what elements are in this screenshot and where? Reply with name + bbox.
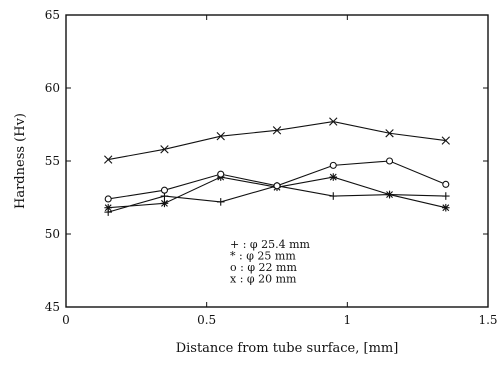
data-point-cross bbox=[441, 136, 450, 145]
data-point-circle bbox=[104, 195, 112, 203]
data-point-circle bbox=[273, 182, 281, 190]
x-tick-label: 1 bbox=[344, 313, 352, 327]
legend-entry: * : φ 25 mm bbox=[230, 250, 296, 263]
legend: + : φ 25.4 mm* : φ 25 mmo : φ 22 mmx : φ… bbox=[230, 238, 311, 286]
x-axis-label: Distance from tube surface, [mm] bbox=[176, 341, 399, 356]
x-tick-label: 1.5 bbox=[478, 313, 497, 327]
legend-entry: x : φ 20 mm bbox=[230, 273, 297, 286]
data-point-asterisk bbox=[104, 203, 112, 212]
data-point-cross bbox=[329, 117, 338, 126]
data-point-cross bbox=[272, 126, 282, 135]
x-tick-label: 0.5 bbox=[197, 313, 216, 327]
data-point-cross bbox=[216, 131, 225, 141]
data-point-circle bbox=[329, 161, 337, 169]
y-tick-label: 60 bbox=[45, 81, 60, 95]
data-point-plus bbox=[442, 192, 450, 200]
axis-ticks: 0 0.5 1 1.5 45 50 55 60 65 bbox=[45, 8, 498, 327]
x-tick-label: 0 bbox=[62, 313, 70, 327]
legend-entry: + : φ 25.4 mm bbox=[230, 238, 311, 251]
series-line-cross bbox=[108, 121, 446, 161]
data-point-circle bbox=[160, 186, 169, 194]
data-point-circle bbox=[385, 157, 394, 165]
series-markers bbox=[104, 117, 450, 216]
data-point-asterisk bbox=[329, 173, 338, 181]
legend-entry: o : φ 22 mm bbox=[230, 261, 297, 274]
data-point-circle bbox=[442, 180, 450, 188]
data-point-circle bbox=[217, 170, 225, 178]
series-line-asterisk bbox=[108, 176, 446, 209]
y-axis-label: Hardness (Hv) bbox=[13, 113, 28, 209]
data-point-asterisk bbox=[385, 190, 394, 199]
series-lines bbox=[108, 121, 447, 213]
y-tick-label: 55 bbox=[45, 154, 60, 168]
y-tick-label: 65 bbox=[45, 8, 60, 22]
data-point-asterisk bbox=[160, 199, 169, 208]
series-line-circle bbox=[108, 160, 447, 200]
data-point-cross bbox=[104, 155, 113, 164]
data-point-cross bbox=[385, 129, 394, 138]
data-point-plus bbox=[329, 192, 338, 200]
data-point-asterisk bbox=[442, 203, 450, 212]
y-tick-label: 45 bbox=[45, 300, 60, 314]
plot-frame bbox=[65, 14, 489, 308]
data-point-cross bbox=[160, 145, 169, 154]
data-point-plus bbox=[216, 198, 225, 206]
y-tick-label: 50 bbox=[45, 227, 60, 241]
